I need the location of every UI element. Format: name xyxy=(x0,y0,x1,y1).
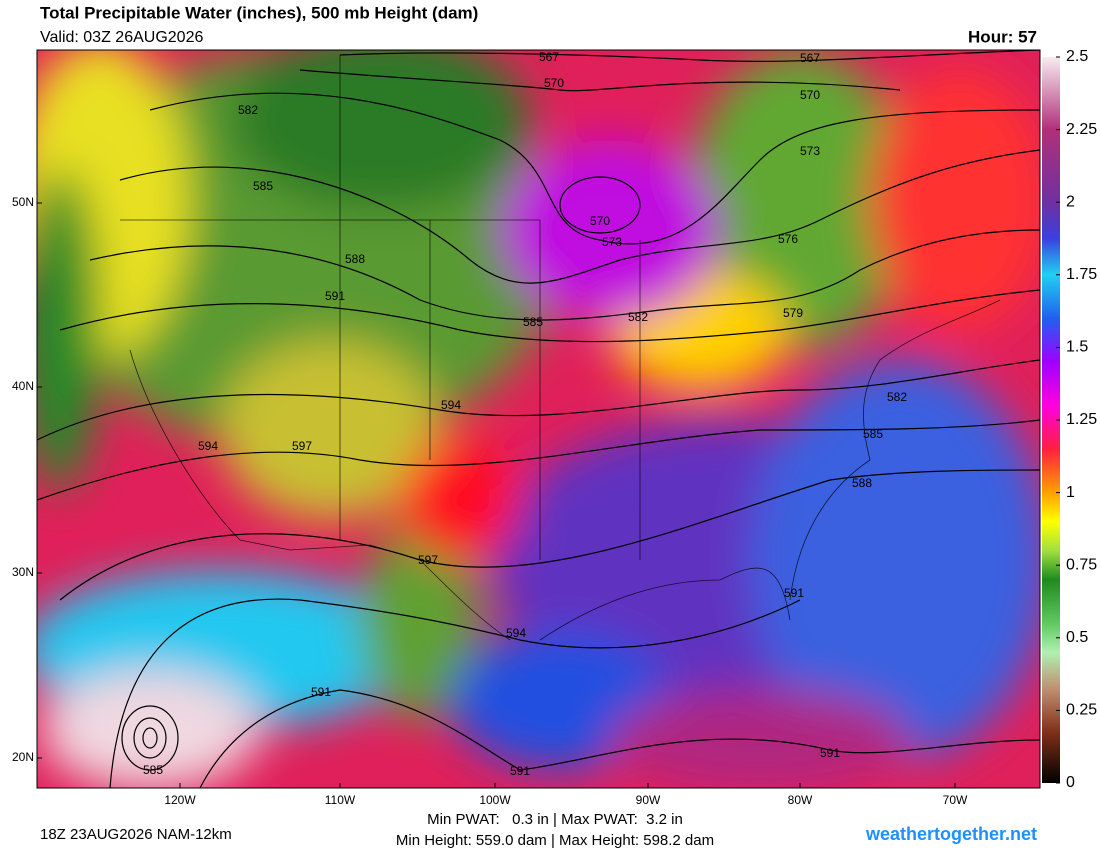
contour-label: 591 xyxy=(325,289,345,303)
contour-label: 591 xyxy=(820,746,840,760)
colorbar-label: 1.75 xyxy=(1066,266,1097,283)
contour-label: 597 xyxy=(292,439,312,453)
contour-label: 588 xyxy=(852,476,872,490)
model-run: 18Z 23AUG2026 NAM-12km xyxy=(40,826,232,843)
site-link[interactable]: weathertogether.net xyxy=(865,824,1037,844)
contour-label: 567 xyxy=(800,51,820,65)
lon-label: 120W xyxy=(164,793,196,807)
colorbar-label: 0.75 xyxy=(1066,556,1097,573)
lon-label: 100W xyxy=(479,793,511,807)
contour-label: 570 xyxy=(544,76,564,90)
lon-label: 110W xyxy=(325,793,356,807)
map-frame xyxy=(36,49,1041,789)
contour-label: 570 xyxy=(590,214,610,228)
contour-label: 570 xyxy=(800,88,820,102)
contour-label: 582 xyxy=(628,310,648,324)
contour-label: 585 xyxy=(143,763,163,777)
contour-label: 567 xyxy=(539,50,559,64)
colorbar xyxy=(1042,57,1060,783)
contour-label: 591 xyxy=(784,586,804,600)
lat-label: 30N xyxy=(12,565,34,579)
height-stats: Min Height: 559.0 dam | Max Height: 598.… xyxy=(396,832,714,849)
pwat-field xyxy=(37,50,1040,788)
contour-label: 585 xyxy=(523,315,543,329)
contour-label: 594 xyxy=(198,439,218,453)
lon-label: 90W xyxy=(636,793,661,807)
colorbar-label: 1.5 xyxy=(1066,339,1088,356)
valid-time: Valid: 03Z 26AUG2026 xyxy=(40,29,203,46)
contour-label: 588 xyxy=(345,252,365,266)
colorbar-label: 0 xyxy=(1066,774,1075,791)
contour-label: 597 xyxy=(418,553,438,567)
height-contours xyxy=(37,50,1040,788)
contour-label: 594 xyxy=(441,398,461,412)
colorbar-label: 1.25 xyxy=(1066,411,1097,428)
contour-label: 579 xyxy=(783,306,803,320)
colorbar-label: 1 xyxy=(1066,484,1075,501)
forecast-hour: Hour: 57 xyxy=(968,27,1037,46)
title: Total Precipitable Water (inches), 500 m… xyxy=(40,3,478,22)
lat-label: 20N xyxy=(12,750,34,764)
colorbar-label: 2.25 xyxy=(1066,121,1097,138)
colorbar-label: 2 xyxy=(1066,193,1075,210)
lon-label: 80W xyxy=(788,793,813,807)
contour-label: 573 xyxy=(800,144,820,158)
colorbar-label: 0.5 xyxy=(1066,629,1088,646)
contour-label: 585 xyxy=(863,427,883,441)
contour-label: 591 xyxy=(510,764,530,778)
contour-label: 591 xyxy=(311,685,331,699)
contour-label: 585 xyxy=(253,179,273,193)
pwat-stats: Min PWAT: 0.3 in | Max PWAT: 3.2 in xyxy=(427,811,683,828)
lat-label: 40N xyxy=(12,379,34,393)
contour-label: 582 xyxy=(887,390,907,404)
lon-label: 70W xyxy=(943,793,968,807)
colorbar-label: 0.25 xyxy=(1066,702,1097,719)
colorbar-label: 2.5 xyxy=(1066,48,1088,65)
contour-label: 594 xyxy=(506,626,526,640)
borders xyxy=(120,55,1001,641)
contour-label: 573 xyxy=(602,235,622,249)
contour-label: 576 xyxy=(778,232,798,246)
contour-label: 582 xyxy=(238,103,258,117)
lat-label: 50N xyxy=(12,195,34,209)
